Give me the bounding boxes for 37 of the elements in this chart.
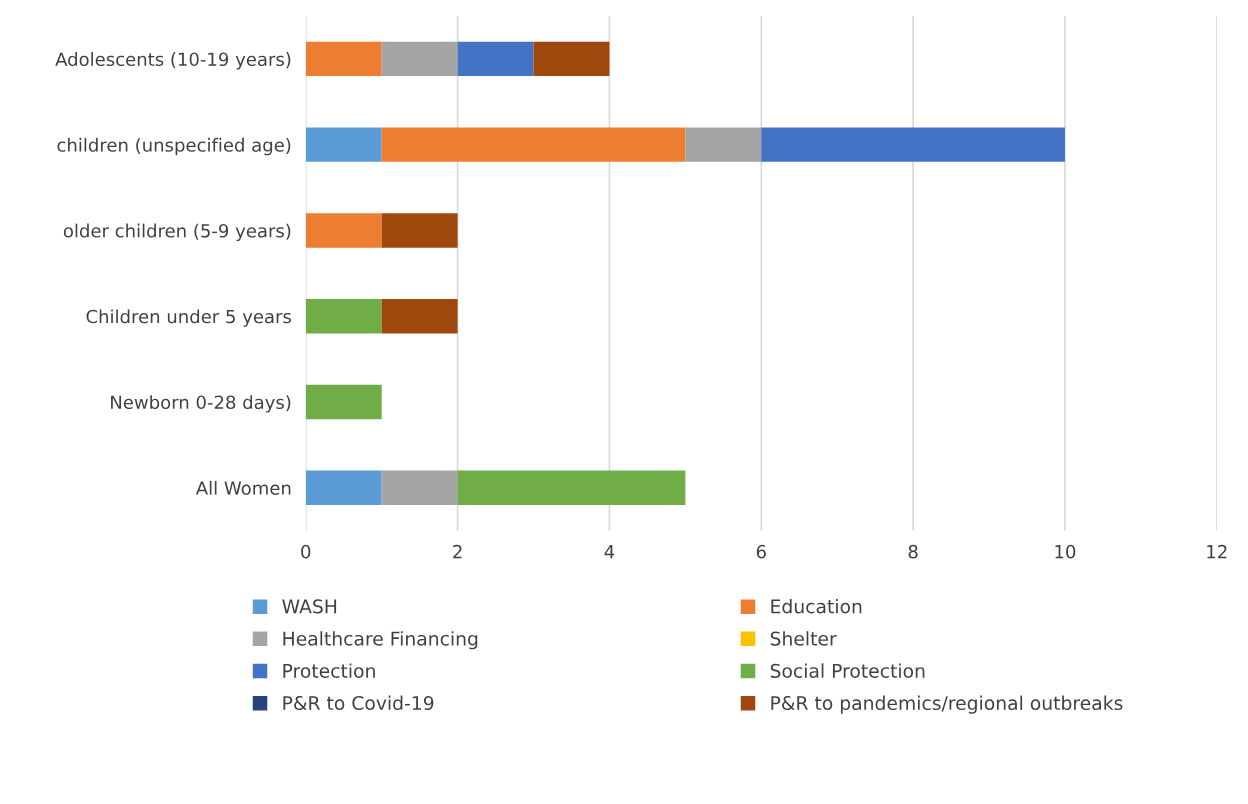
legend-label: Education	[771, 598, 862, 614]
bar	[457, 41, 534, 77]
bar	[685, 127, 762, 162]
y-tick-label: Newborn 0-28 days)	[111, 395, 291, 413]
y-tick-label: older children (5-9 years)	[63, 223, 291, 242]
legend-label: WASH	[282, 599, 337, 614]
bar	[533, 41, 610, 77]
y-tick-label: children (unspecified age)	[57, 137, 291, 156]
x-tick-label: 8	[908, 544, 918, 559]
bar	[381, 470, 458, 505]
bar	[381, 127, 686, 162]
legend-label: Protection	[283, 663, 375, 678]
legend-label: P&R to Covid-19	[283, 695, 434, 711]
x-tick-label: 2	[453, 544, 462, 559]
bar	[305, 299, 382, 334]
bar	[381, 213, 458, 248]
bar	[761, 127, 1065, 162]
bar	[305, 470, 382, 505]
x-tick-label: 12	[1207, 544, 1227, 559]
legend-label: Healthcare Financing	[283, 631, 478, 650]
y-tick-label: Adolescents (10-19 years)	[55, 52, 291, 70]
bar	[305, 127, 382, 162]
bar	[381, 299, 458, 334]
bar	[381, 41, 458, 77]
x-tick-label: 4	[604, 545, 615, 559]
legend-label: Social Protection	[770, 663, 925, 678]
x-tick-label: 0	[301, 544, 311, 559]
bar	[457, 470, 686, 505]
legend-label: P&R to pandemics/regional outbreaks	[771, 695, 1123, 714]
bar	[305, 213, 382, 248]
x-tick-label: 6	[756, 544, 766, 559]
bar	[305, 41, 382, 77]
legend-label: Shelter	[770, 631, 837, 646]
bar	[305, 384, 382, 420]
y-tick-label: All Women	[195, 480, 291, 495]
y-tick-label: Children under 5 years	[86, 309, 291, 327]
x-tick-label: 10	[1055, 544, 1076, 559]
